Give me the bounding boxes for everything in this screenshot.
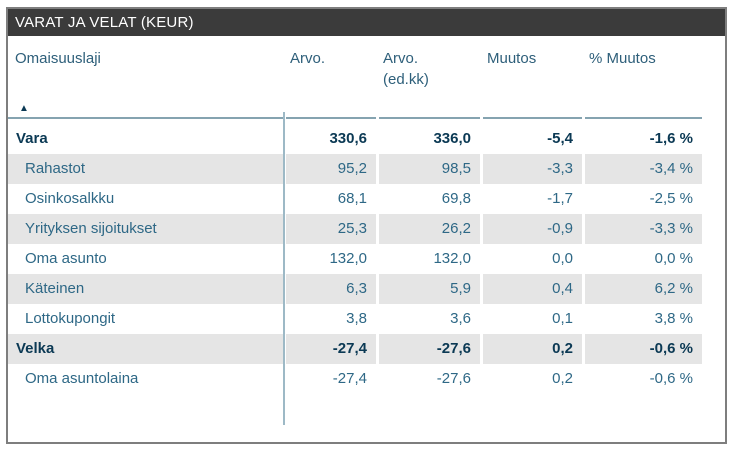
cell-arvo-edkk: 69,8 [441, 190, 471, 207]
cell-pct-muutos: -0,6 % [585, 334, 702, 364]
separator-segment [483, 117, 582, 119]
column-header-arvo-edkk[interactable]: Arvo. (ed.kk) [379, 48, 480, 117]
row-label: Käteinen [8, 274, 283, 304]
cell-muutos: -3,3 [483, 154, 582, 184]
column-header-muutos[interactable]: Muutos [483, 48, 582, 117]
cell-pct-muutos: -3,4 % [585, 154, 702, 184]
row-label: Velka [8, 334, 283, 364]
table-row-kateinen[interactable]: Käteinen 6,3 5,9 0,4 6,2 % [8, 274, 725, 304]
row-label: Lottokupongit [25, 310, 116, 327]
table-row-vara[interactable]: Vara 330,6 336,0 -5,4 -1,6 % [8, 124, 725, 154]
cell-arvo-edkk: 336,0 [433, 130, 471, 147]
cell-pct-muutos: -3,3 % [585, 214, 702, 244]
row-label: Yrityksen sijoitukset [8, 214, 283, 244]
column-divider [283, 112, 285, 425]
table-row-osinkosalkku[interactable]: Osinkosalkku 68,1 69,8 -1,7 -2,5 % [8, 184, 725, 214]
cell-pct-muutos: -1,6 % [649, 130, 693, 147]
separator-segment [379, 117, 480, 119]
cell-arvo: -27,4 [332, 370, 367, 387]
cell-pct-muutos: -2,5 % [649, 190, 693, 207]
separator-segment [585, 117, 702, 119]
cell-arvo-edkk: -27,6 [379, 334, 480, 364]
column-header-pct-muutos[interactable]: % Muutos [585, 48, 702, 117]
cell-pct-muutos: 6,2 % [585, 274, 702, 304]
column-header-sublabel: (ed.kk) [383, 71, 429, 88]
table-row-velka[interactable]: Velka -27,4 -27,6 0,2 -0,6 % [8, 334, 725, 364]
cell-arvo: 132,0 [329, 250, 367, 267]
cell-muutos: 0,0 [552, 250, 573, 267]
table-row-rahastot[interactable]: Rahastot 95,2 98,5 -3,3 -3,4 % [8, 154, 725, 184]
column-header-arvo[interactable]: Arvo. [286, 48, 376, 117]
table-row-oma-asunto[interactable]: Oma asunto 132,0 132,0 0,0 0,0 % [8, 244, 725, 274]
cell-pct-muutos: 3,8 % [654, 310, 693, 327]
row-label: Osinkosalkku [25, 190, 115, 207]
data-table: Omaisuuslaji Arvo. Arvo. (ed.kk) Muutos … [8, 36, 725, 425]
cell-muutos: -0,9 [483, 214, 582, 244]
column-header-omaisuuslaji[interactable]: Omaisuuslaji [8, 48, 283, 117]
column-header-label: % Muutos [589, 50, 656, 67]
cell-arvo-edkk: 26,2 [379, 214, 480, 244]
cell-muutos: -1,7 [547, 190, 573, 207]
row-label: Vara [16, 130, 48, 147]
row-label: Rahastot [8, 154, 283, 184]
row-label: Oma asunto [25, 250, 107, 267]
cell-arvo-edkk: 132,0 [433, 250, 471, 267]
column-header-label: Omaisuuslaji [15, 50, 101, 67]
table-header: Omaisuuslaji Arvo. Arvo. (ed.kk) Muutos … [8, 36, 725, 117]
cell-pct-muutos: -0,6 % [649, 370, 693, 387]
row-label: Oma asuntolaina [25, 370, 139, 387]
header-separator [8, 117, 725, 119]
table-row-yrityksen-sijoitukset[interactable]: Yrityksen sijoitukset 25,3 26,2 -0,9 -3,… [8, 214, 725, 244]
column-header-label: Arvo. [290, 50, 326, 67]
cell-arvo-edkk: -27,6 [436, 370, 471, 387]
cell-arvo: 68,1 [337, 190, 367, 207]
cell-muutos: 0,4 [483, 274, 582, 304]
table-row-oma-asuntolaina[interactable]: Oma asuntolaina -27,4 -27,6 0,2 -0,6 % [8, 364, 725, 394]
cell-arvo: -27,4 [286, 334, 376, 364]
separator-segment [286, 117, 376, 119]
cell-muutos: 0,2 [552, 370, 573, 387]
column-header-label: Arvo. [383, 50, 419, 67]
cell-arvo: 95,2 [286, 154, 376, 184]
cell-arvo: 3,8 [346, 310, 367, 327]
table-visual: VARAT JA VELAT (KEUR) Omaisuuslaji Arvo.… [6, 7, 727, 444]
column-header-label: Muutos [487, 50, 537, 67]
separator-segment [8, 117, 283, 119]
cell-arvo-edkk: 3,6 [450, 310, 471, 327]
table-body: Vara 330,6 336,0 -5,4 -1,6 % Rahastot 95… [8, 124, 725, 394]
visual-title: VARAT JA VELAT (KEUR) [8, 9, 725, 36]
cell-arvo-edkk: 5,9 [379, 274, 480, 304]
cell-muutos: 0,1 [552, 310, 573, 327]
cell-muutos: 0,2 [483, 334, 582, 364]
cell-arvo: 25,3 [286, 214, 376, 244]
table-row-lottokupongit[interactable]: Lottokupongit 3,8 3,6 0,1 3,8 % [8, 304, 725, 334]
sort-ascending-icon[interactable]: ▲ [19, 103, 29, 114]
cell-pct-muutos: 0,0 % [654, 250, 693, 267]
cell-arvo: 6,3 [286, 274, 376, 304]
cell-muutos: -5,4 [547, 130, 573, 147]
cell-arvo-edkk: 98,5 [379, 154, 480, 184]
cell-arvo: 330,6 [329, 130, 367, 147]
